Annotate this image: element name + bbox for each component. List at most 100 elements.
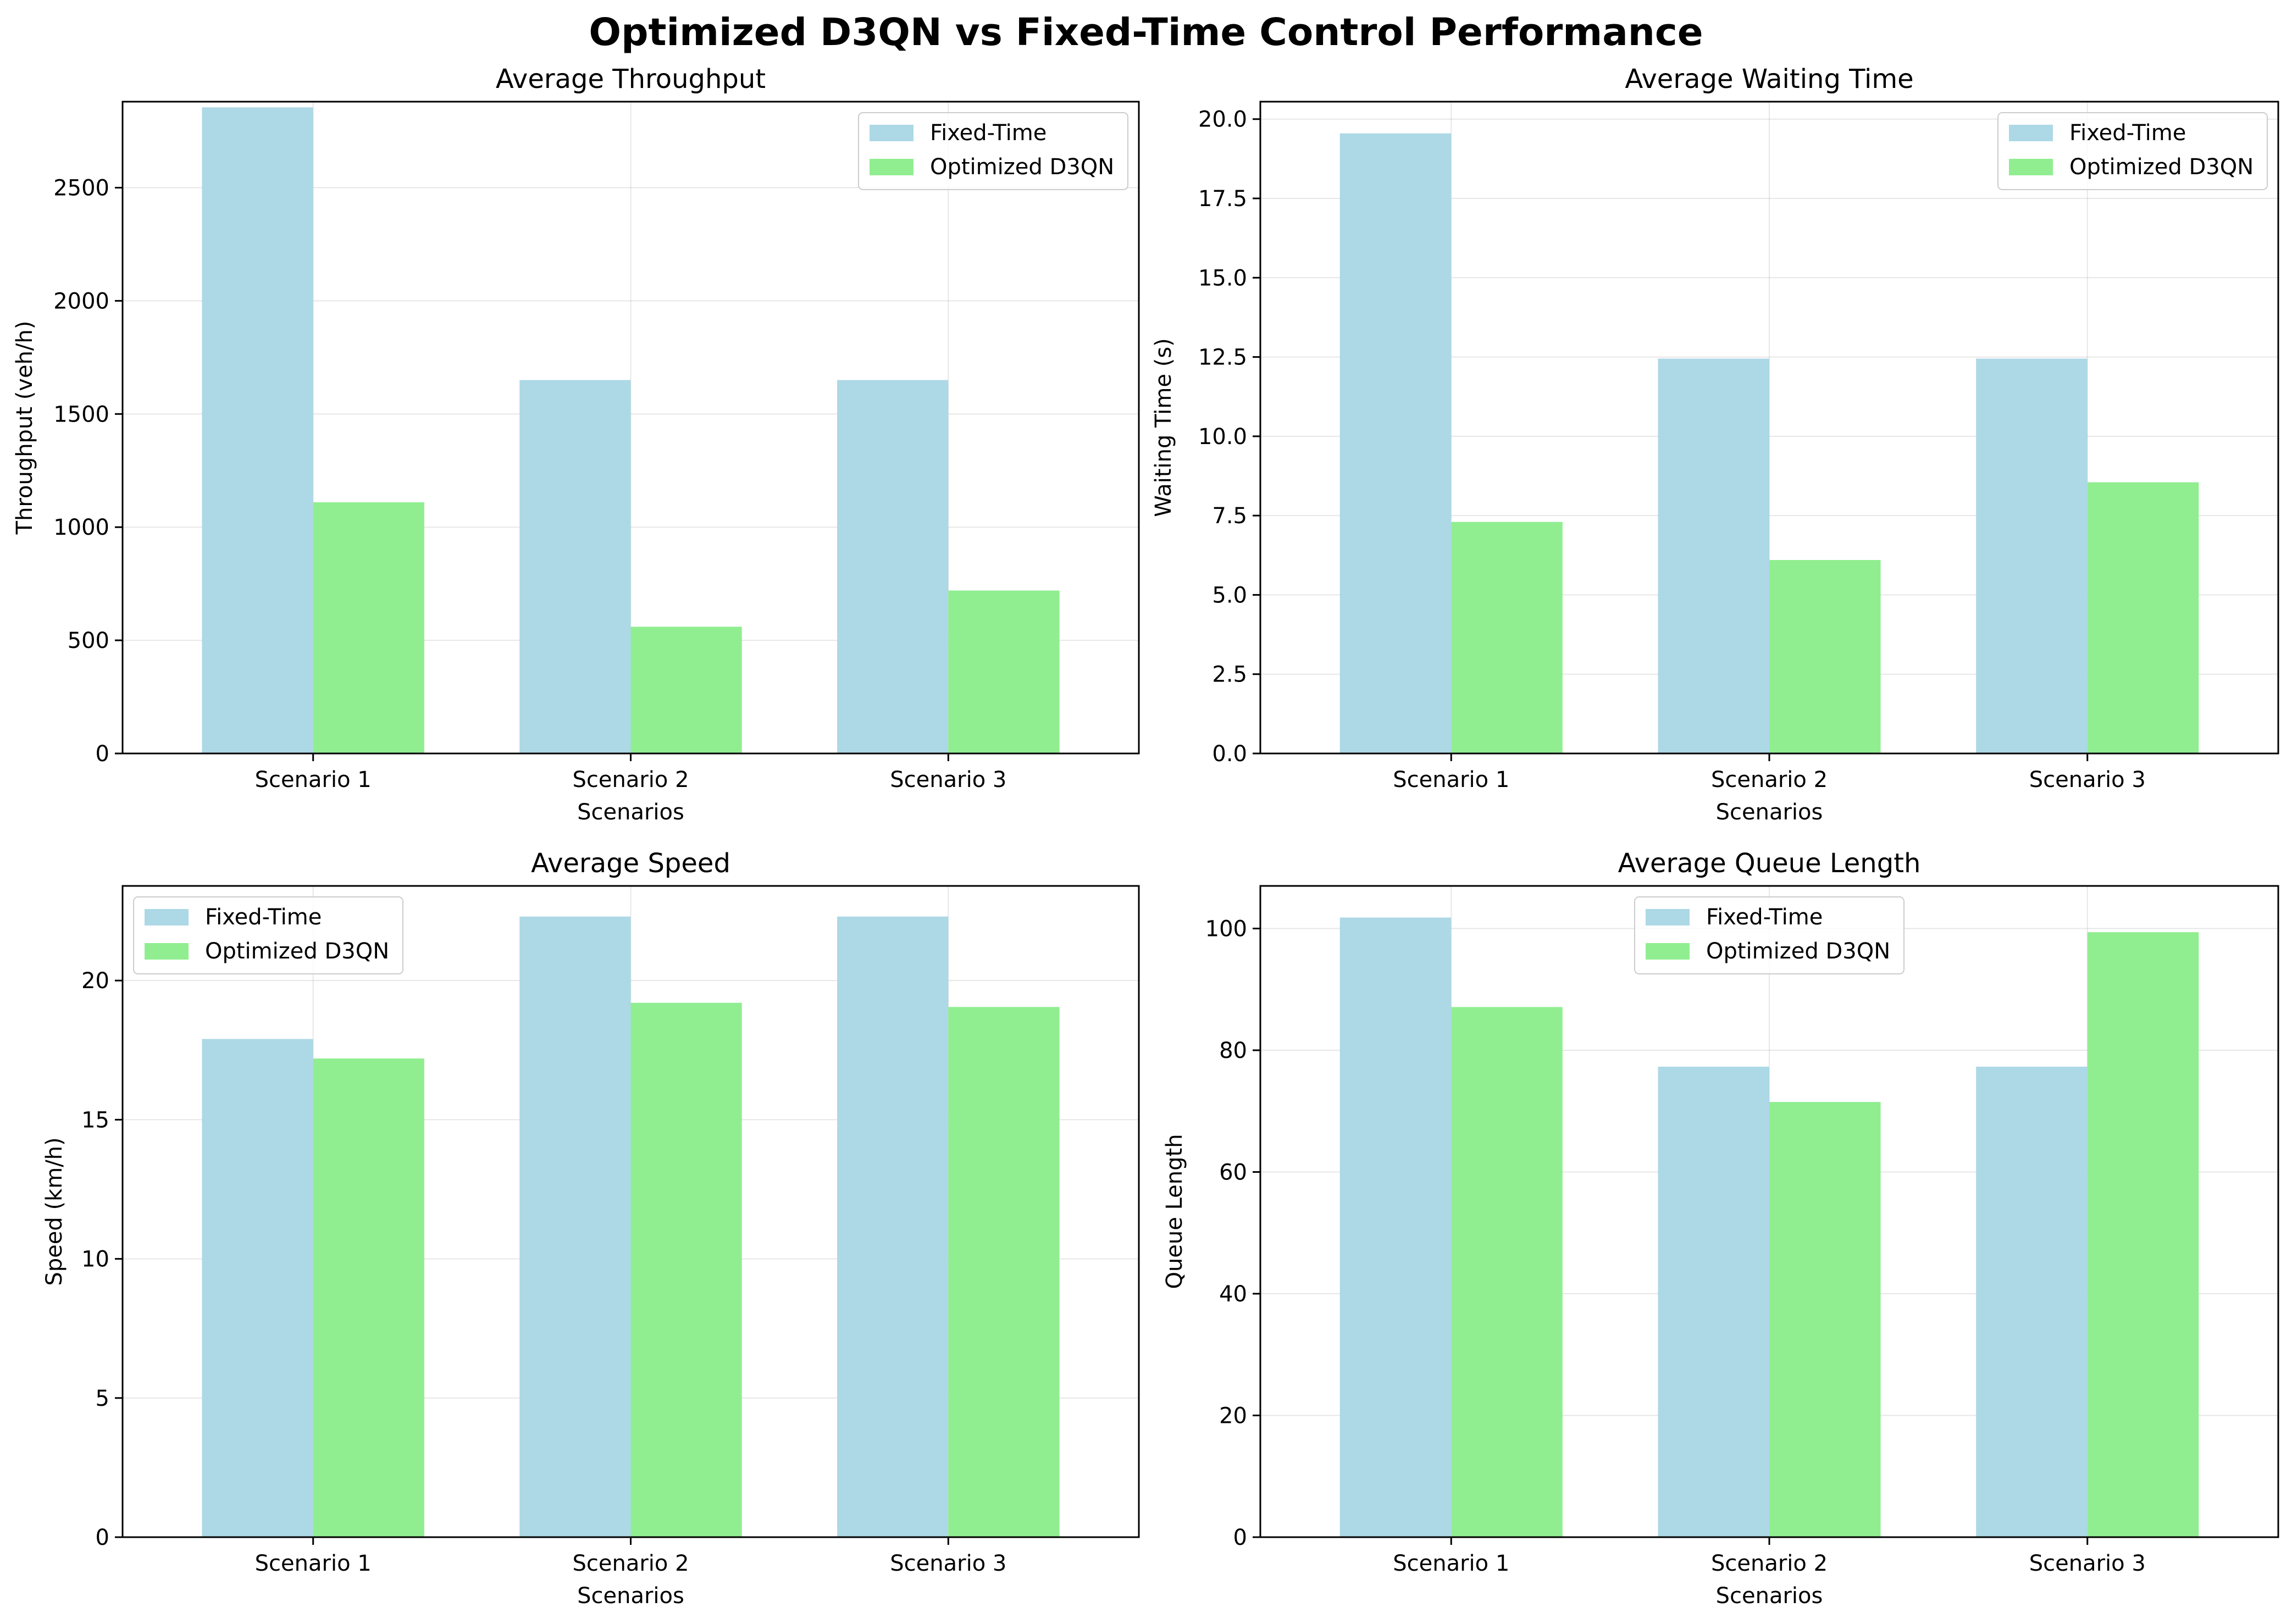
y-tick-label: 0	[1233, 1525, 1247, 1550]
bar-optimized-d3qn	[1769, 559, 1881, 753]
x-tick-label: Scenario 2	[1711, 767, 1828, 792]
bar-fixed-time	[519, 916, 631, 1537]
legend-box	[1997, 112, 2268, 190]
legend-swatch-optimized-d3qn	[1646, 943, 1690, 960]
legend-swatch-optimized-d3qn	[145, 943, 189, 960]
legend-label: Optimized D3QN	[1706, 939, 1890, 964]
bar-optimized-d3qn	[1451, 522, 1563, 753]
bar-optimized-d3qn	[2087, 482, 2199, 753]
bar-fixed-time	[837, 380, 949, 753]
bar-optimized-d3qn	[948, 1007, 1060, 1537]
bar-fixed-time	[1976, 1066, 2088, 1537]
legend-swatch-fixed-time	[2009, 125, 2053, 141]
bar-fixed-time	[202, 107, 313, 753]
y-tick-label: 20	[81, 968, 109, 994]
bar-fixed-time	[202, 1039, 313, 1537]
y-tick-label: 0.0	[1212, 741, 1247, 767]
y-tick-label: 17.5	[1198, 186, 1247, 212]
y-tick-label: 500	[68, 628, 109, 653]
x-axis-label: Scenarios	[1716, 1583, 1823, 1609]
y-tick-label: 15	[81, 1107, 109, 1133]
y-tick-label: 15.0	[1198, 265, 1247, 291]
bar-optimized-d3qn	[1451, 1007, 1563, 1537]
legend-label: Optimized D3QN	[205, 939, 389, 964]
y-tick-label: 1000	[53, 515, 109, 540]
chart-panel: 0.0 2.5 5.0 7.5 10.0 12.5 15.0 17.5 20.0 Scenario…	[1151, 64, 2279, 825]
x-axis-label: Scenarios	[577, 1583, 684, 1609]
y-tick-label: 20.0	[1198, 107, 1247, 132]
legend-swatch-fixed-time	[870, 125, 914, 141]
x-tick-label: Scenario 2	[572, 767, 689, 792]
chart-panel: 0 500 1000 1500 2000 2500 Scenario 1 Scenario 2…	[12, 64, 1140, 825]
y-tick-label: 5.0	[1212, 583, 1247, 608]
bar-optimized-d3qn	[313, 502, 424, 753]
y-tick-label: 2000	[53, 289, 109, 314]
y-tick-label: 1500	[53, 402, 109, 427]
y-tick-label: 80	[1219, 1038, 1247, 1063]
y-tick-label: 0	[96, 1525, 109, 1550]
legend-swatch-optimized-d3qn	[870, 159, 914, 175]
figure-title: Optimized D3QN vs Fixed-Time Control Per…	[589, 10, 1703, 54]
y-axis-label: Queue Length	[1162, 1134, 1187, 1289]
x-axis-label: Scenarios	[1716, 800, 1823, 825]
legend: Fixed-Time Optimized D3QN	[133, 896, 403, 974]
x-tick-label: Scenario 3	[2029, 1551, 2146, 1576]
legend-label: Fixed-Time	[2069, 120, 2186, 146]
x-axis-label: Scenarios	[577, 800, 684, 825]
x-tick-label: Scenario 3	[2029, 767, 2146, 792]
bar-optimized-d3qn	[630, 1002, 742, 1537]
legend-label: Fixed-Time	[205, 905, 322, 930]
legend-swatch-fixed-time	[1646, 909, 1690, 925]
legend: Fixed-Time Optimized D3QN	[858, 112, 1128, 190]
panel-title: Average Speed	[531, 848, 730, 879]
x-tick-label: Scenario 2	[1711, 1551, 1828, 1576]
x-tick-label: Scenario 2	[572, 1551, 689, 1576]
y-tick-label: 2500	[53, 175, 109, 201]
x-tick-label: Scenario 1	[255, 767, 372, 792]
panel-title: Average Queue Length	[1618, 848, 1921, 879]
legend-label: Optimized D3QN	[930, 154, 1114, 180]
panel-title: Average Throughput	[496, 64, 766, 95]
panel-title: Average Waiting Time	[1625, 64, 1913, 95]
y-tick-label: 60	[1219, 1160, 1247, 1185]
bar-optimized-d3qn	[2087, 932, 2199, 1537]
bar-fixed-time	[1658, 1066, 1769, 1537]
legend-swatch-optimized-d3qn	[2009, 159, 2053, 175]
bar-fixed-time	[1339, 917, 1452, 1537]
y-tick-label: 20	[1219, 1404, 1247, 1429]
x-tick-label: Scenario 3	[890, 767, 1006, 792]
x-tick-label: Scenario 1	[255, 1551, 372, 1576]
y-tick-label: 40	[1219, 1282, 1247, 1307]
y-axis-label: Throughput (veh/h)	[12, 321, 37, 535]
bar-fixed-time	[519, 380, 631, 753]
y-tick-label: 7.5	[1212, 503, 1247, 529]
y-tick-label: 2.5	[1212, 662, 1247, 688]
bar-fixed-time	[837, 916, 949, 1537]
chart-panel: 0 20 40 60 80 100 Scenario 1 Scenario 2 Scenario…	[1162, 848, 2279, 1609]
bar-fixed-time	[1658, 358, 1769, 753]
y-tick-label: 0	[96, 741, 109, 767]
chart-panel: 0 5 10 15 20 Scenario 1 Scenario 2 Scenario 3 Av…	[42, 848, 1140, 1609]
bar-fixed-time	[1976, 358, 2088, 753]
y-tick-label: 100	[1205, 917, 1247, 942]
y-tick-label: 12.5	[1198, 345, 1247, 370]
x-tick-label: Scenario 3	[890, 1551, 1006, 1576]
y-tick-label: 10.0	[1198, 424, 1247, 450]
y-tick-label: 5	[96, 1386, 109, 1411]
legend-label: Fixed-Time	[1706, 905, 1823, 930]
legend: Fixed-Time Optimized D3QN	[1634, 896, 1905, 974]
bar-optimized-d3qn	[1769, 1102, 1881, 1537]
legend-box	[858, 112, 1128, 190]
legend-label: Fixed-Time	[930, 120, 1047, 146]
bar-optimized-d3qn	[313, 1058, 424, 1537]
legend-box	[133, 896, 403, 974]
legend-label: Optimized D3QN	[2069, 154, 2254, 180]
legend: Fixed-Time Optimized D3QN	[1997, 112, 2268, 190]
bar-optimized-d3qn	[630, 627, 742, 753]
y-axis-label: Speed (km/h)	[42, 1137, 67, 1285]
x-tick-label: Scenario 1	[1393, 1551, 1509, 1576]
y-tick-label: 10	[81, 1247, 109, 1272]
x-tick-label: Scenario 1	[1393, 767, 1509, 792]
y-axis-label: Waiting Time (s)	[1151, 338, 1176, 517]
